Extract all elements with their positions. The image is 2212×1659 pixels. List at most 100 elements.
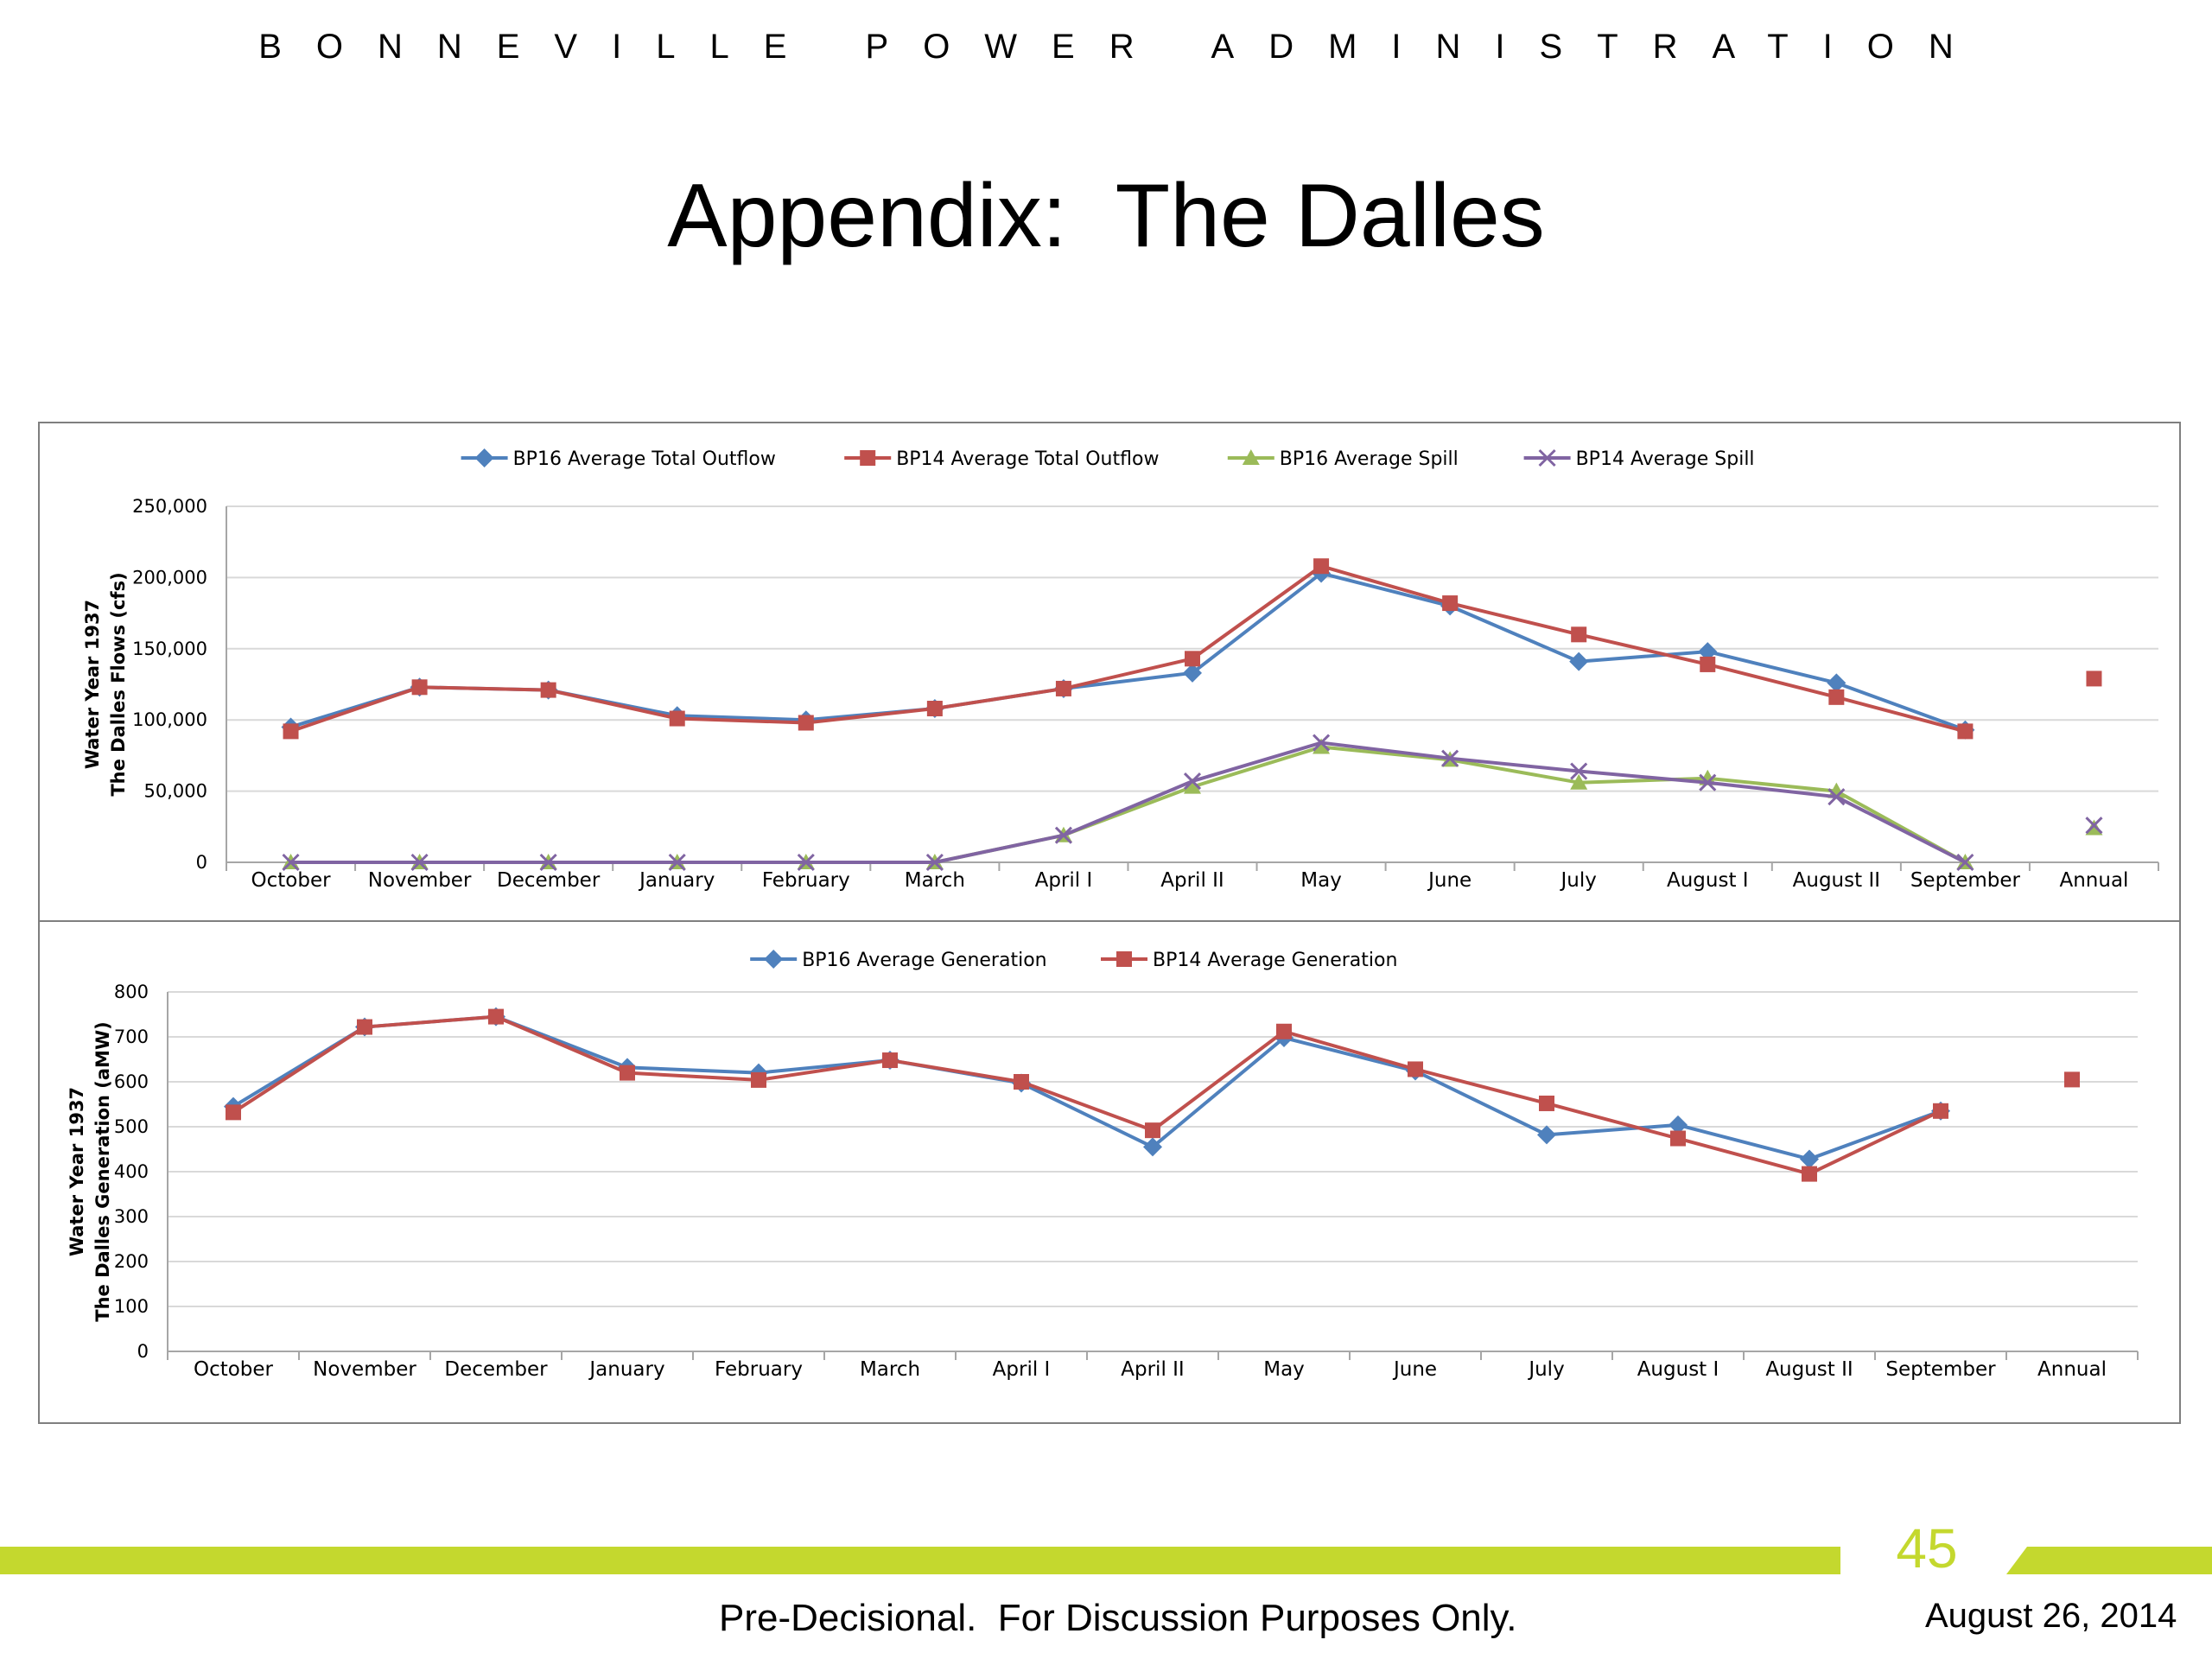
data-point [797,853,815,872]
data-point [1569,652,1589,671]
data-point [1055,680,1071,696]
data-point [1183,663,1202,683]
x-tick-label: October [251,869,332,892]
x-tick-label: November [313,1358,416,1381]
x-tick-label: August II [1765,1358,1853,1381]
x-tick-label: June [1427,869,1471,892]
data-point [1145,1122,1160,1139]
data-point [1698,642,1718,662]
data-point [669,710,685,727]
y-tick-label: 150,000 [132,639,207,659]
y-tick-label: 300 [114,1206,149,1227]
series-2 [283,558,2102,740]
data-point [1143,1137,1162,1157]
data-point [1956,853,1974,872]
data-point [2064,1071,2080,1088]
y-axis-title: Water Year 1937 [67,1087,87,1256]
data-point [1539,1095,1554,1111]
data-point [282,853,300,872]
data-point [539,853,557,872]
data-point [283,723,299,740]
y-tick-label: 50,000 [144,781,207,802]
y-axis-title: The Dalles Flows (cfs) [108,572,129,796]
data-point [1313,734,1331,752]
data-point [488,1008,504,1025]
series-4 [282,734,2103,872]
x-tick-label: March [905,869,965,892]
x-tick-label: October [194,1358,274,1381]
page-title: Appendix: The Dalles [667,166,1545,266]
legend-marker [764,950,784,969]
x-tick-label: March [860,1358,920,1381]
y-axis-title: The Dalles Generation (aMW) [92,1021,113,1321]
data-point [411,679,428,696]
x-tick-label: November [368,869,472,892]
data-point [1933,1103,1948,1119]
x-tick-label: April II [1121,1358,1184,1381]
legend-item-2: BP14 Average Generation [1101,950,1397,971]
data-point [1313,738,1331,754]
data-point [926,701,943,717]
data-point [1700,656,1716,672]
data-point [1699,773,1717,791]
legend-item-3: BP16 Average Spill [1227,448,1459,470]
series-1 [224,1007,1950,1169]
data-point [1571,626,1587,643]
x-tick-label: Annual [2059,869,2128,892]
y-tick-label: 0 [137,1341,149,1362]
legend-marker [1242,449,1260,465]
data-point [1570,762,1588,780]
x-tick-label: May [1263,1358,1305,1381]
x-tick-label: July [1527,1358,1564,1381]
legend-item-1: BP16 Average Total Outflow [461,448,776,470]
organization-name: BONNEVILLE POWER ADMINISTRATION [258,28,1988,66]
chart-2: 0 100 200 300 400 500 600 700 800 October November… [67,950,2139,1381]
data-point [925,853,944,872]
x-tick-label: September [1885,1358,1996,1381]
legend-marker [474,448,494,467]
data-point [1828,689,1845,705]
x-tick-label: January [588,1358,664,1381]
x-tick-label: May [1300,869,1342,892]
data-point [540,682,556,698]
series-1 [281,563,1975,740]
legend-label: BP14 Average Spill [1576,448,1755,470]
data-point [798,715,814,731]
y-tick-label: 800 [114,982,149,1002]
footer-date: August 26, 2014 [1925,1597,2177,1635]
y-axis-title: Water Year 1937 [82,600,103,769]
data-point [1185,651,1200,667]
data-point [882,1052,898,1069]
x-tick-label: April I [993,1358,1051,1381]
series-2 [226,1008,2080,1182]
y-tick-label: 600 [114,1071,149,1092]
data-point [226,1104,241,1121]
series-line [290,741,1967,864]
data-point [1957,723,1974,740]
line-charts: 0 50,000 100,000 150,000 200,000 250,000 Octob… [40,448,2179,1381]
x-tick-label: December [444,1358,548,1381]
data-point [1014,1074,1029,1090]
data-point [668,853,686,872]
data-point [1276,1023,1292,1039]
data-point [1800,1149,1819,1169]
series-line [232,1014,1942,1176]
data-point [620,1065,635,1081]
data-point [1442,595,1459,612]
x-tick-label: April II [1160,869,1224,892]
data-point [751,1071,766,1088]
legend-marker [1116,951,1132,967]
data-point [1827,673,1847,693]
data-point [1670,1130,1686,1147]
x-tick-label: July [1560,869,1597,892]
footer-disclaimer: Pre-Decisional. For Discussion Purposes … [719,1597,1517,1639]
data-point [1054,826,1072,844]
data-point [1827,788,1846,806]
data-point [1570,773,1588,790]
y-tick-label: 200,000 [132,567,207,588]
data-point [1537,1125,1556,1145]
legend-label: BP16 Average Generation [802,950,1046,971]
y-tick-label: 250,000 [132,496,207,517]
series-line [289,564,1966,734]
data-point [2085,817,2103,835]
